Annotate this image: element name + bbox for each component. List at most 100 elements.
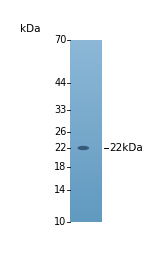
Bar — [70, 63, 102, 64]
Bar — [70, 212, 102, 213]
Text: 22kDa: 22kDa — [110, 143, 143, 153]
Bar — [70, 106, 102, 107]
Bar — [70, 117, 102, 118]
Bar — [70, 182, 102, 183]
Bar — [70, 51, 102, 52]
Bar — [70, 123, 102, 124]
Bar — [70, 187, 102, 188]
Bar — [70, 192, 102, 193]
Bar — [70, 101, 102, 102]
Bar — [70, 55, 102, 56]
Bar — [70, 87, 102, 88]
Bar — [70, 209, 102, 210]
Bar — [70, 168, 102, 169]
Text: kDa: kDa — [20, 24, 40, 34]
Bar — [70, 213, 102, 214]
Bar — [70, 61, 102, 62]
Bar — [70, 41, 102, 42]
Bar — [70, 189, 102, 190]
Ellipse shape — [77, 146, 89, 150]
Bar — [70, 109, 102, 110]
Bar — [70, 120, 102, 121]
Bar — [70, 124, 102, 125]
Bar — [70, 83, 102, 84]
Text: 26: 26 — [54, 127, 66, 138]
Bar — [70, 162, 102, 163]
Bar — [70, 74, 102, 75]
Bar — [70, 103, 102, 104]
Text: 18: 18 — [54, 162, 66, 172]
Bar — [70, 92, 102, 93]
Bar — [70, 194, 102, 195]
Bar — [70, 59, 102, 60]
Bar — [70, 218, 102, 219]
Bar — [70, 111, 102, 112]
Bar — [70, 156, 102, 157]
Bar — [70, 50, 102, 51]
Bar — [70, 203, 102, 204]
Bar — [70, 82, 102, 83]
Bar — [70, 119, 102, 120]
Bar — [70, 219, 102, 220]
Bar — [70, 84, 102, 85]
Bar — [70, 107, 102, 108]
Bar — [70, 150, 102, 151]
Bar — [70, 208, 102, 209]
Bar — [70, 165, 102, 166]
Bar — [70, 198, 102, 199]
Bar — [70, 116, 102, 117]
Bar — [70, 158, 102, 159]
Bar — [70, 114, 102, 115]
Text: 10: 10 — [54, 217, 66, 227]
Bar — [70, 56, 102, 57]
Bar — [70, 145, 102, 146]
Bar — [70, 78, 102, 79]
Bar — [70, 173, 102, 174]
Bar — [70, 217, 102, 218]
Bar — [70, 170, 102, 171]
Bar — [70, 190, 102, 191]
Bar — [70, 68, 102, 69]
Bar — [70, 98, 102, 99]
Bar — [70, 177, 102, 178]
Bar — [70, 144, 102, 145]
Bar — [70, 94, 102, 95]
Bar — [70, 85, 102, 86]
Bar — [70, 130, 102, 131]
Text: 14: 14 — [54, 185, 66, 195]
Bar — [70, 43, 102, 44]
Bar — [70, 129, 102, 130]
Bar — [70, 66, 102, 67]
Bar — [70, 131, 102, 132]
Bar — [70, 215, 102, 216]
Bar — [70, 176, 102, 177]
Bar — [70, 200, 102, 201]
Bar — [70, 49, 102, 50]
Bar — [70, 140, 102, 141]
Bar — [70, 148, 102, 149]
Bar — [70, 42, 102, 43]
Bar — [70, 201, 102, 202]
Bar — [70, 152, 102, 153]
Bar — [70, 88, 102, 89]
Bar — [70, 67, 102, 68]
Bar — [70, 80, 102, 81]
Bar — [70, 166, 102, 167]
Bar — [70, 62, 102, 63]
Bar — [70, 132, 102, 133]
Bar — [70, 46, 102, 47]
Bar — [70, 44, 102, 45]
Bar — [70, 54, 102, 55]
Bar — [70, 95, 102, 96]
Text: 44: 44 — [54, 78, 66, 88]
Bar — [70, 160, 102, 161]
Bar — [70, 53, 102, 54]
Bar — [70, 146, 102, 147]
Bar — [70, 171, 102, 172]
Bar — [70, 128, 102, 129]
Bar — [70, 69, 102, 70]
Bar — [70, 141, 102, 142]
Bar — [70, 110, 102, 111]
Bar — [70, 221, 102, 222]
Bar — [70, 138, 102, 139]
